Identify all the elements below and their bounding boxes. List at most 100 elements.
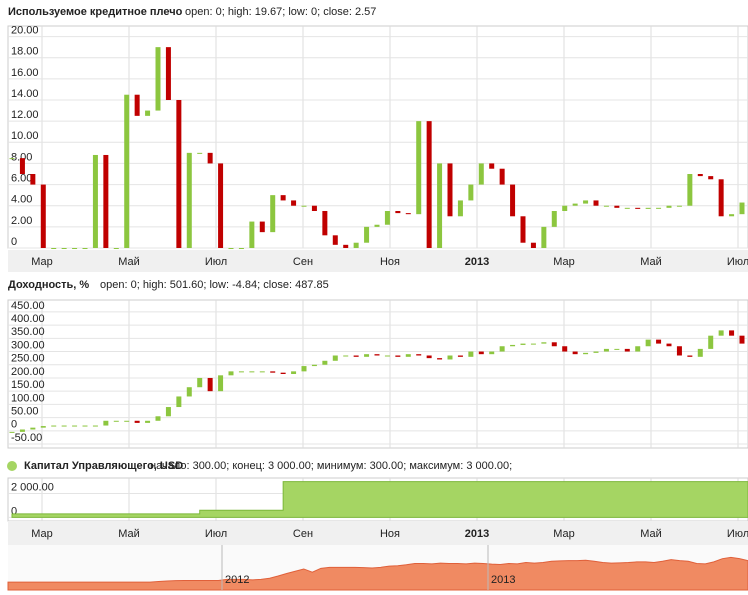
candle xyxy=(499,346,505,352)
candle xyxy=(468,184,474,201)
candle xyxy=(520,216,526,243)
y-tick-label: 14.00 xyxy=(11,88,39,100)
candle xyxy=(249,371,255,373)
candle xyxy=(426,121,432,248)
candle xyxy=(478,163,484,185)
navigator-label: 2012 xyxy=(225,574,249,586)
candle xyxy=(499,168,505,185)
candle xyxy=(364,226,370,243)
candle xyxy=(259,371,265,373)
candle xyxy=(614,348,620,350)
candle xyxy=(259,221,265,233)
candle xyxy=(165,407,171,417)
candle xyxy=(270,195,276,233)
candle xyxy=(113,420,119,422)
y-tick-label: 0 xyxy=(11,505,17,517)
candle xyxy=(353,242,359,248)
x-tick-label: Май xyxy=(118,528,140,540)
candle xyxy=(489,351,495,355)
candle xyxy=(489,163,495,169)
candle xyxy=(530,343,536,345)
candle xyxy=(603,348,609,352)
candle xyxy=(729,214,735,217)
y-tick-label: 18.00 xyxy=(11,46,39,58)
y-tick-label: 8.00 xyxy=(11,151,32,163)
candle xyxy=(645,339,651,347)
candle xyxy=(186,387,192,397)
candle xyxy=(426,355,432,359)
candle xyxy=(82,248,88,249)
y-tick-label: 0 xyxy=(11,419,17,431)
candle xyxy=(51,425,57,427)
candle xyxy=(311,364,317,367)
candle xyxy=(457,200,463,217)
candle xyxy=(197,377,203,388)
x-tick-label: Июл xyxy=(205,528,227,540)
candle xyxy=(447,163,453,217)
candle xyxy=(134,420,140,423)
candle xyxy=(61,248,67,249)
y-tick-label: 150.00 xyxy=(11,379,45,391)
candle xyxy=(687,355,693,357)
y-tick-label: 50.00 xyxy=(11,406,39,418)
candle xyxy=(635,346,641,352)
candle xyxy=(708,176,714,180)
x-axis-strip xyxy=(8,250,748,272)
y-tick-label: 400.00 xyxy=(11,313,45,325)
y-tick-label: 16.00 xyxy=(11,67,39,79)
candle xyxy=(676,205,682,207)
y-tick-label: 2 000.00 xyxy=(11,481,54,493)
panel-title: Используемое кредитное плечо xyxy=(8,6,183,18)
panel-summary: начало: 300.00; конец: 3 000.00; минимум… xyxy=(150,460,512,472)
candle xyxy=(176,100,182,248)
candle xyxy=(530,242,536,248)
candle xyxy=(249,221,255,248)
candle xyxy=(124,94,130,248)
candle xyxy=(332,355,338,361)
x-tick-label: Июл xyxy=(205,256,227,268)
x-tick-label: Июл xyxy=(727,528,748,540)
candle xyxy=(197,152,203,154)
y-tick-label: 4.00 xyxy=(11,194,32,206)
plot-frame xyxy=(7,299,748,449)
candle xyxy=(395,211,401,214)
candle xyxy=(624,348,630,352)
candle xyxy=(291,371,297,374)
candle xyxy=(593,200,599,206)
candle xyxy=(510,344,516,347)
candle xyxy=(729,330,735,336)
candle xyxy=(145,420,151,423)
candle xyxy=(583,352,589,355)
candle xyxy=(92,425,98,427)
candle xyxy=(562,346,568,352)
x-tick-label: Сен xyxy=(293,256,313,268)
panel-summary: open: 0; high: 501.60; low: -4.84; close… xyxy=(100,279,329,291)
candle xyxy=(708,335,714,349)
candle xyxy=(30,174,36,185)
candle xyxy=(739,335,745,344)
navigator-area xyxy=(7,556,748,591)
y-tick-label: 300.00 xyxy=(11,339,45,351)
panel-summary: open: 0; high: 19.67; low: 0; close: 2.5… xyxy=(185,6,376,18)
candle xyxy=(322,211,328,236)
candle xyxy=(82,425,88,427)
candle xyxy=(384,355,390,357)
candle xyxy=(19,429,25,432)
candle xyxy=(291,200,297,206)
candle xyxy=(510,184,516,217)
candle xyxy=(301,205,307,207)
candle xyxy=(437,163,443,248)
candle xyxy=(92,154,98,248)
candle xyxy=(739,202,745,215)
y-tick-label: 100.00 xyxy=(11,392,45,404)
candle xyxy=(666,343,672,347)
candle xyxy=(468,351,474,357)
area xyxy=(11,481,748,518)
candle xyxy=(238,248,244,249)
candle xyxy=(635,207,641,209)
y-tick-label: 0 xyxy=(11,236,17,248)
candle xyxy=(19,158,25,174)
candle xyxy=(520,343,526,345)
candle xyxy=(395,355,401,357)
candle xyxy=(384,211,390,225)
